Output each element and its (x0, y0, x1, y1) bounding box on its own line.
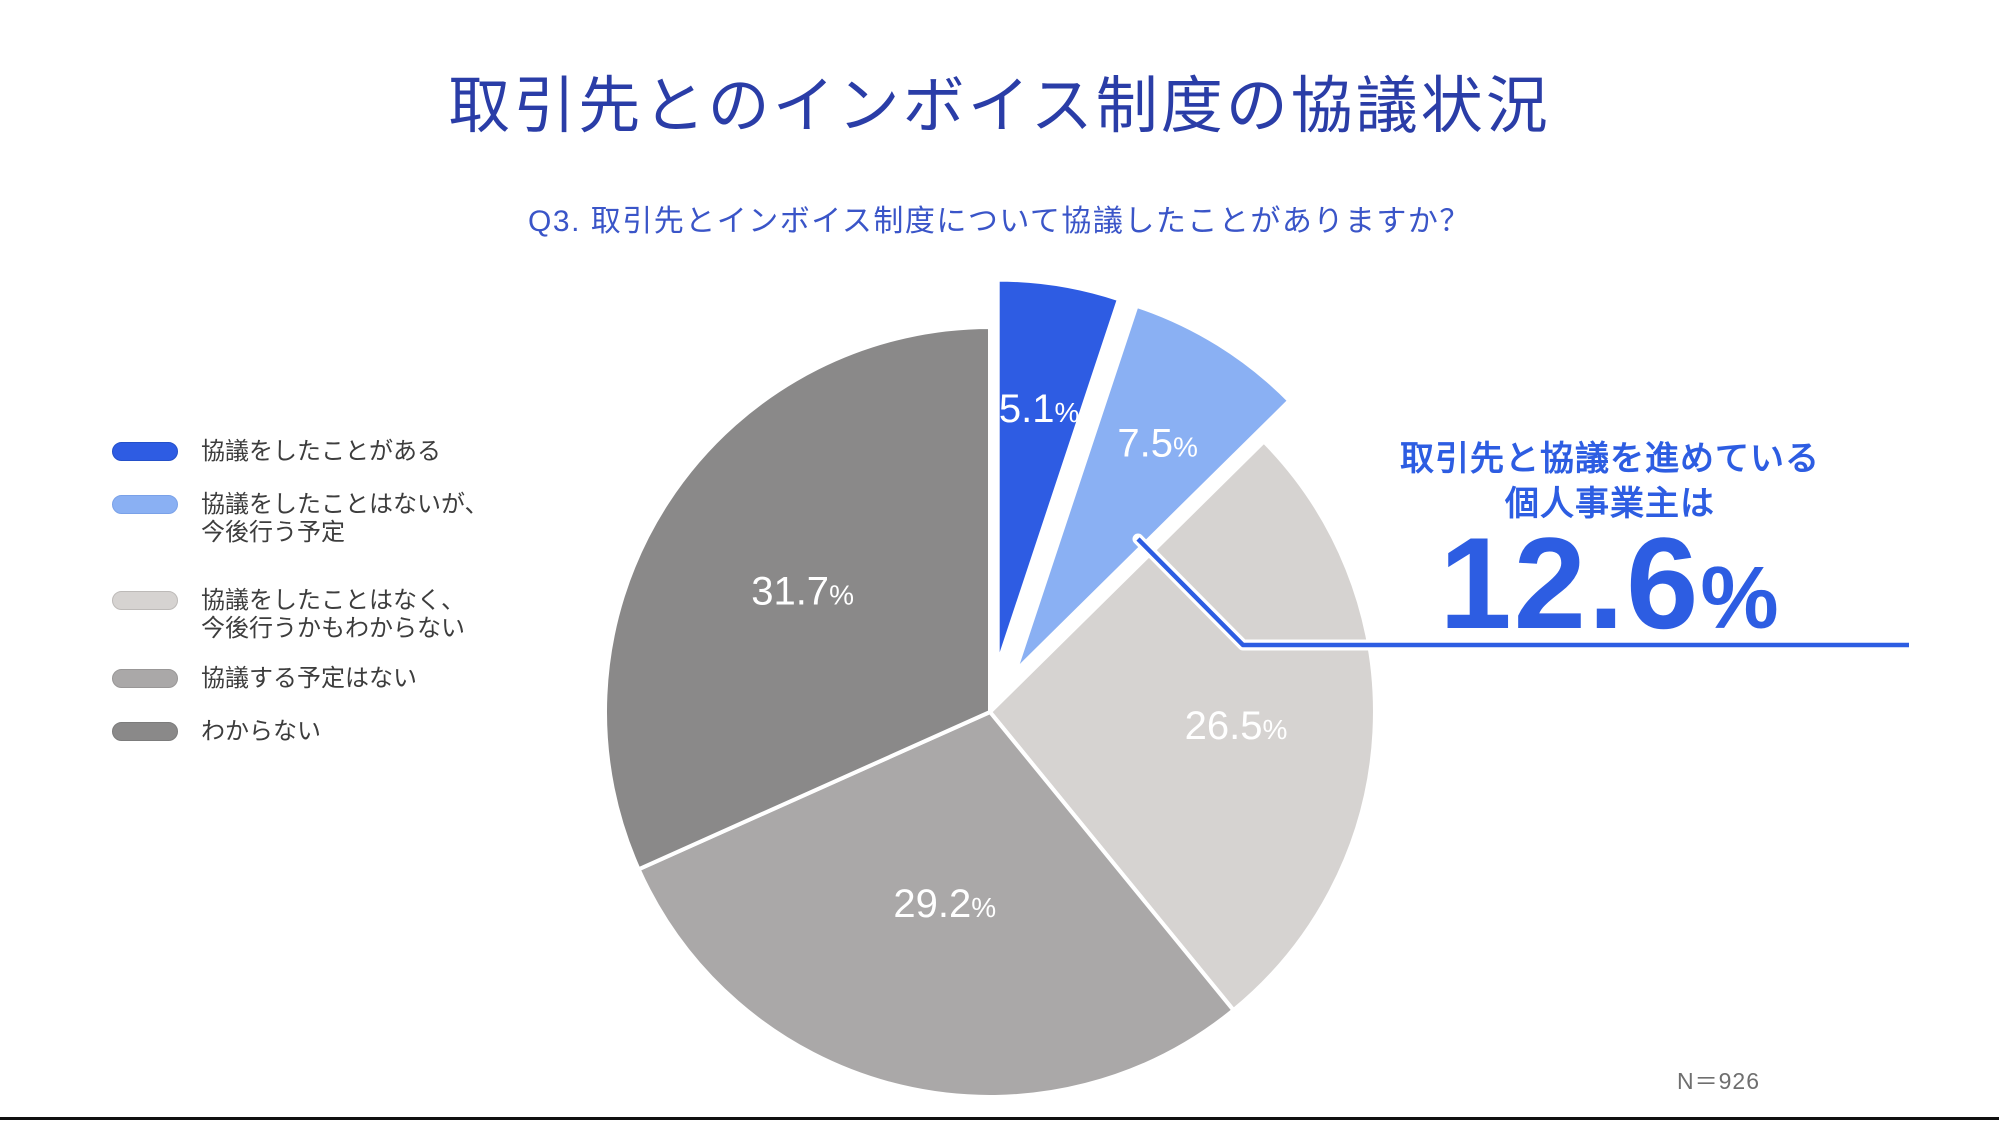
legend-swatch-2 (112, 591, 178, 610)
legend-label-line: 協議する予定はない (201, 665, 417, 692)
legend-item-4: わからない (112, 718, 321, 746)
legend-label-0: 協議をしたことがある (201, 438, 441, 466)
pie-slice-label-percent-sign: % (971, 892, 996, 923)
pie-slice-label-percent-sign: % (1054, 397, 1079, 428)
legend-label-line: 協議をしたことがある (201, 438, 441, 465)
legend-label-line: 今後行うかもわからない (201, 614, 465, 642)
pie-slice-2 (988, 439, 1377, 1013)
legend-label-2: 協議をしたことはなく、 今後行うかもわからない (201, 587, 465, 642)
pie-slice-label-percent-sign: % (829, 580, 854, 611)
legend-item-3: 協議する予定はない (112, 665, 417, 693)
page-title: 取引先とのインボイス制度の協議状況 (448, 72, 1551, 141)
legend-swatch-1 (112, 495, 178, 514)
legend-swatch-3 (112, 669, 178, 688)
highlight-value-number: 12.6 (1439, 510, 1701, 656)
pie-slices (603, 277, 1377, 1099)
legend-label-4: わからない (201, 718, 321, 746)
sample-size: N＝926 (1677, 1068, 1760, 1094)
legend-label-line: 協議をしたことはないが、 (201, 491, 489, 518)
pie-slice-3 (636, 710, 1236, 1099)
pie-slice-1 (1013, 303, 1292, 674)
legend-label-3: 協議する予定はない (201, 665, 417, 693)
legend-label-line: 協議をしたことはなく、 (201, 587, 465, 614)
legend-item-2: 協議をしたことはなく、 今後行うかもわからない (112, 587, 465, 642)
legend-label-line: 今後行う予定 (201, 518, 345, 546)
legend-item-0: 協議をしたことがある (112, 438, 441, 466)
callout-line (1136, 537, 1909, 648)
legend-label-1: 協議をしたことはないが、 今後行う予定 (201, 491, 489, 546)
highlight-annotation: 取引先と協議を進めている 個人事業主は (1295, 437, 1925, 527)
highlight-annotation-line1: 取引先と協議を進めている (1400, 440, 1820, 478)
highlight-annotation-line2: 個人事業主は (1505, 485, 1715, 523)
legend-item-1: 協議をしたことはないが、 今後行う予定 (112, 491, 489, 546)
bottom-rule (0, 1117, 1999, 1120)
legend-label-line: わからない (201, 718, 321, 745)
pie-slice-label-percent-sign: % (1173, 431, 1198, 462)
highlight-value-percent-sign: % (1700, 548, 1781, 647)
pie-slice-0 (995, 277, 1121, 667)
page-subtitle: Q3. 取引先とインボイス制度について協議したことがありますか？ (528, 205, 1471, 238)
legend-swatch-0 (112, 442, 178, 461)
pie-slice-label-percent-sign: % (1262, 714, 1287, 745)
highlight-value: 12.6% (1295, 518, 1925, 663)
pie-slice-4 (603, 325, 992, 872)
legend-swatch-4 (112, 722, 178, 741)
